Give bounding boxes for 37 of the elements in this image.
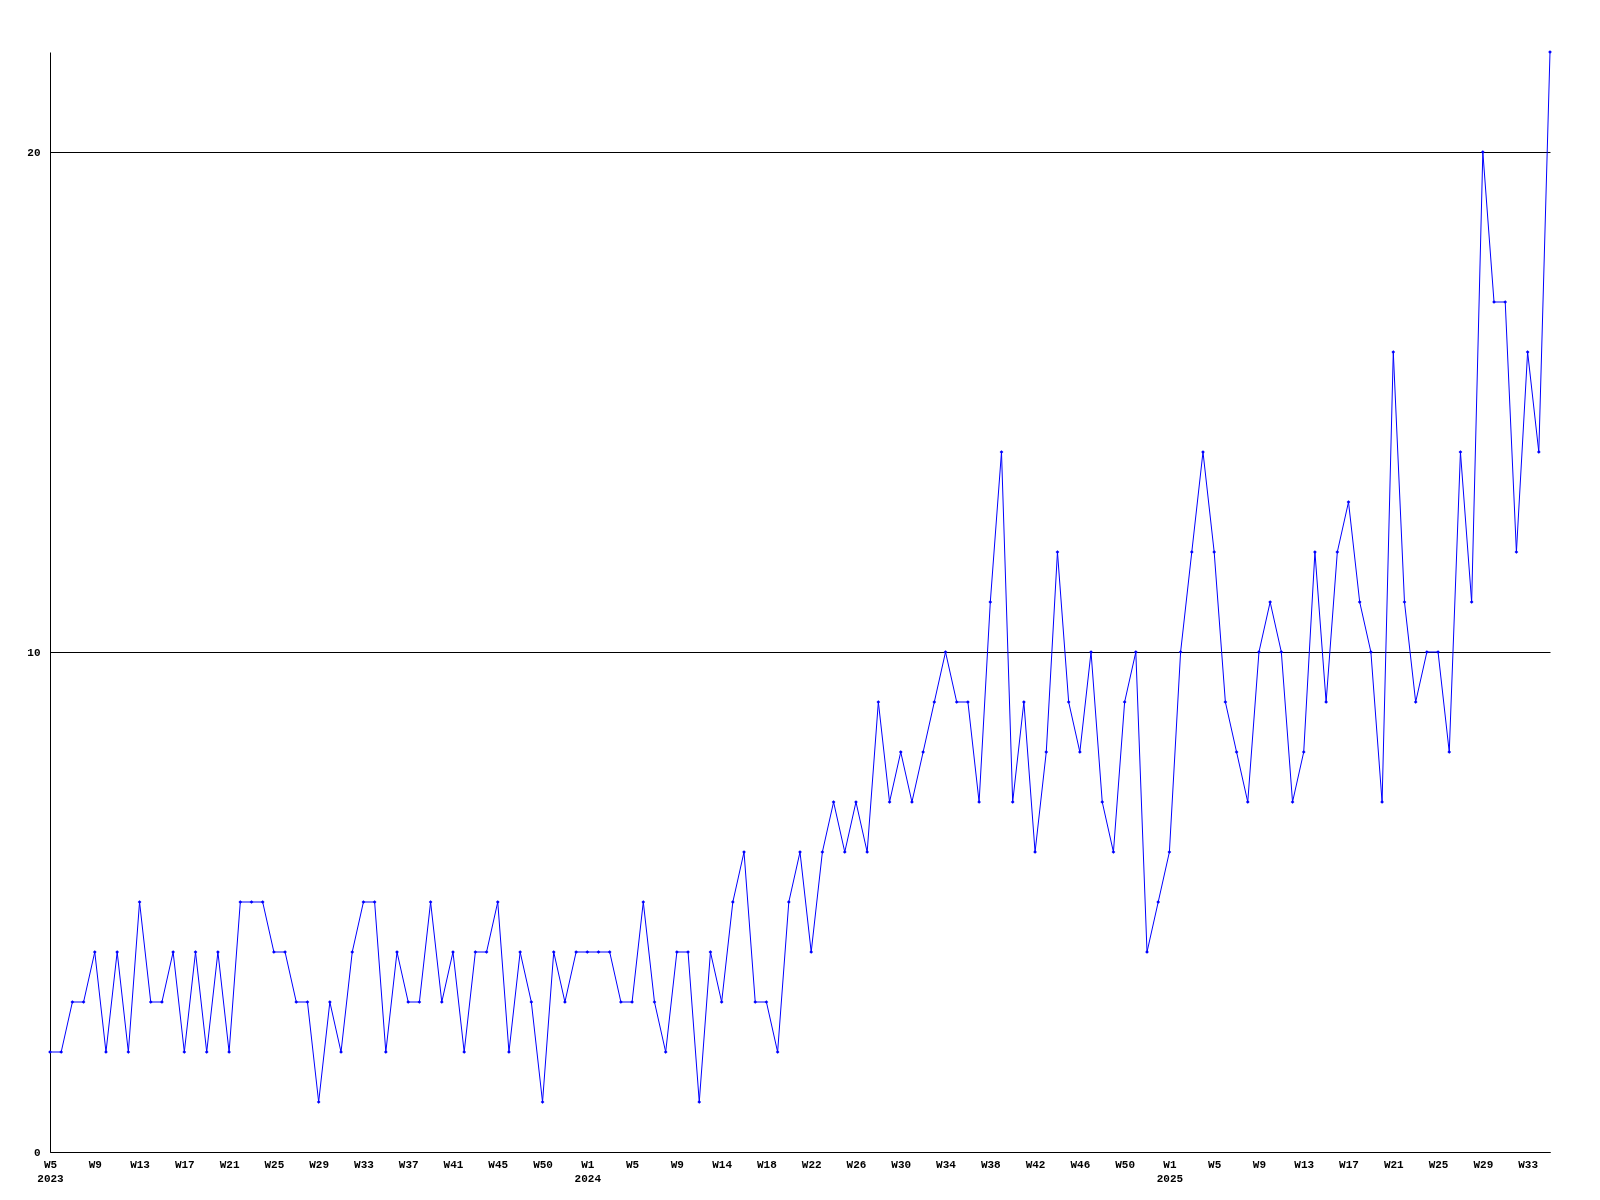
x-tick-label: W9 [88,1158,102,1171]
x-tick-label: W50 [1115,1158,1136,1171]
x-tick-label: W46 [1070,1158,1091,1171]
x-tick-label: W21 [219,1158,240,1171]
x-tick-label: W18 [757,1158,778,1171]
x-tick-label: W17 [174,1158,195,1171]
x-tick-label: W45 [488,1158,509,1171]
y-tick-label: 10 [27,646,41,659]
x-tick-label: W25 [1428,1158,1449,1171]
x-tick-label: W26 [846,1158,867,1171]
x-tick-label: W21 [1383,1158,1405,1171]
x-tick-label: W34 [936,1158,957,1171]
x-tick-label: W33 [1518,1158,1539,1171]
x-tick-label: W29 [1473,1158,1494,1171]
x-tick-label: W1 2024 [574,1158,602,1185]
x-tick-label: W14 [712,1158,733,1171]
x-tick-label: W42 [1025,1158,1046,1171]
x-tick-label: W13 [1294,1158,1315,1171]
x-tick-label: W9 [1252,1158,1267,1171]
x-tick-label: W5 [625,1158,640,1171]
x-tick-label: W17 [1339,1158,1359,1171]
x-tick-label: W38 [980,1158,1002,1171]
x-tick-label: W5 2023 [37,1158,65,1185]
x-tick-label: W50 [533,1158,553,1171]
x-tick-label: W25 [264,1158,285,1171]
x-tick-label: W9 [670,1158,684,1171]
x-tick-label: W22 [801,1158,822,1171]
x-tick-label: W29 [309,1158,330,1171]
x-tick-label: W30 [891,1158,912,1171]
x-tick-label: W1 2025 [1156,1158,1184,1185]
y-tick-label: 0 [33,1146,41,1159]
x-tick-label: W13 [130,1158,151,1171]
x-tick-label: W37 [398,1158,419,1171]
y-tick-label: 20 [27,146,41,159]
x-tick-label: W33 [354,1158,375,1171]
x-tick-label: W5 [1208,1158,1222,1171]
x-tick-label: W41 [443,1158,464,1171]
